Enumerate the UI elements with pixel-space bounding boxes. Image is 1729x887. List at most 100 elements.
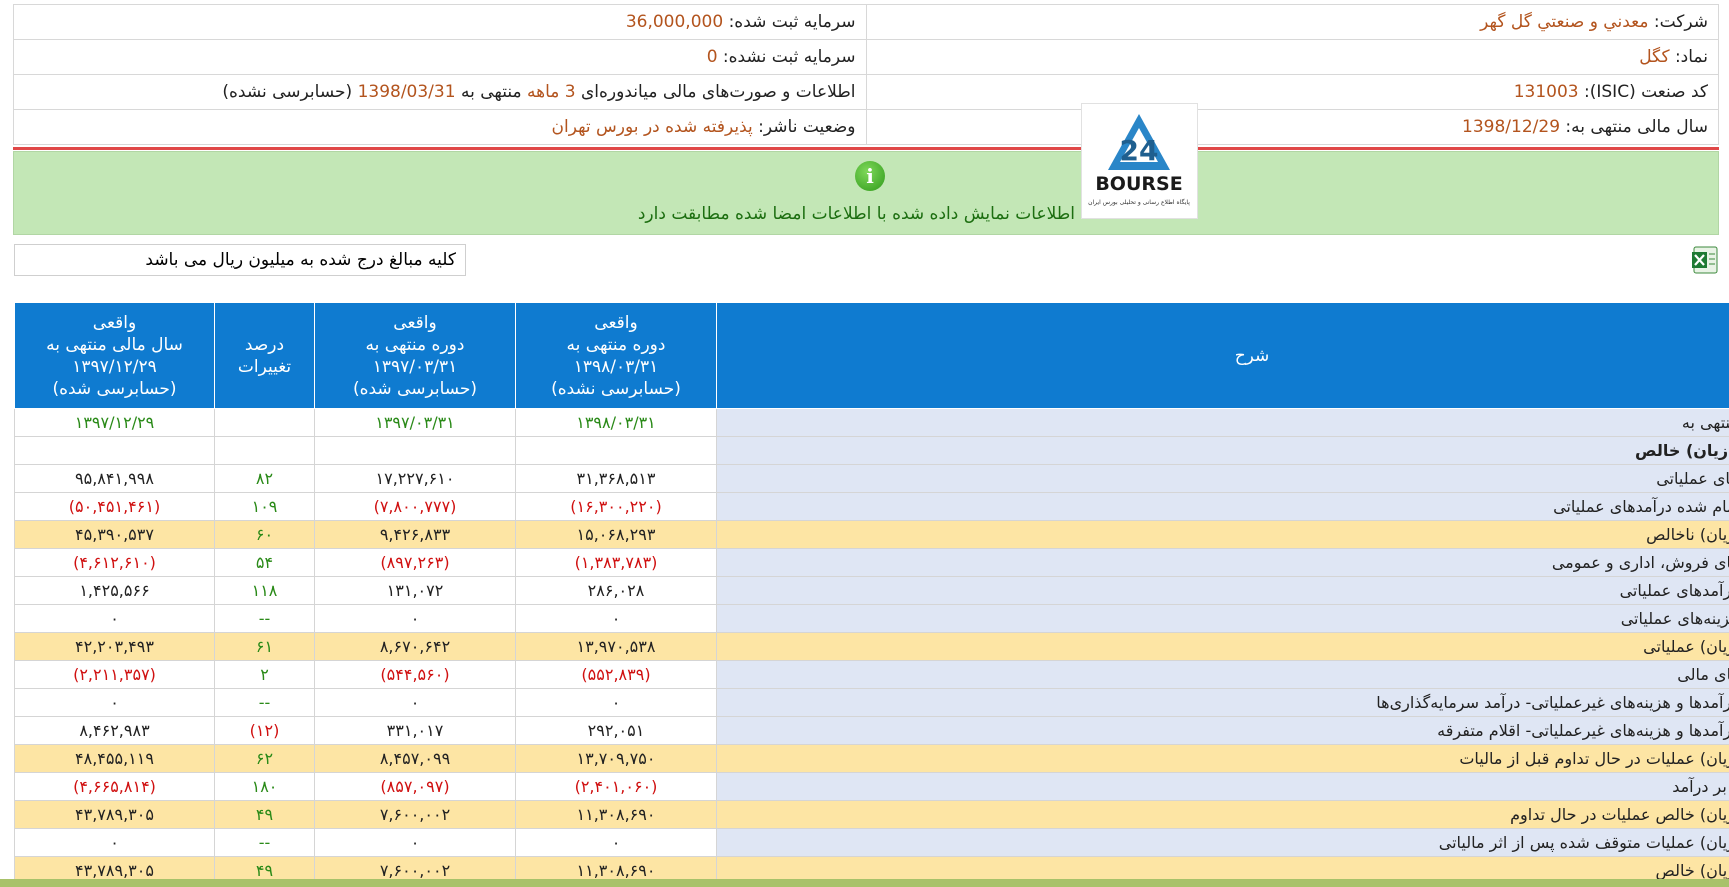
bourse-logo: 24 BOURSE پایگاه اطلاع رسانی و تحلیلی بو… [1081,103,1198,219]
unregistered-capital-cell: سرمایه ثبت نشده: 0 [13,39,867,75]
change-percent-cell: ۲ [214,660,315,689]
report-status: (حسابرسی نشده) [222,82,353,102]
change-percent-cell: ۴۹ [214,800,315,829]
unregistered-capital-value: 0 [706,47,718,67]
header-period-1397: واقعی دوره منتهی به ۱۳۹۷/۰۳/۳۱ (حسابرسی شده… [314,302,516,409]
value-cell: (۲,۲۱۱,۳۵۷) [14,660,215,689]
value-cell: (۵۰,۴۵۱,۴۶۱) [14,492,215,521]
row-description: دوره منتهی به [716,408,1729,437]
value-cell: ۳۱,۳۶۸,۵۱۳ [515,464,717,493]
change-percent-cell [214,408,315,437]
row-description: هزینه‌های مالی [716,660,1729,689]
value-cell: (۱,۳۸۳,۷۸۳) [515,548,717,577]
table-row: سود (زیان) عملیات در حال تداوم قبل از ما… [14,744,1729,773]
change-percent-cell: -- [214,604,315,633]
header-change-percent: درصد تغییرات [214,302,315,409]
isic-cell: کد صنعت (ISIC): 131003 [865,74,1719,110]
row-description: هزینه‌های فروش، اداری و عمومی [716,548,1729,577]
table-row: سود (زیان) ناخالص۱۵,۰۶۸,۲۹۳۹,۴۲۶,۸۳۳۶۰۴۵… [14,520,1729,549]
publisher-status-cell: وضعیت ناشر: پذیرفته شده در بورس تهران [13,109,867,145]
table-row: سود (زیان) خالص [14,436,1729,465]
table-row: بهای تمام شده درآمدهای عملیاتی(۱۶,۳۰۰,۲۲… [14,492,1729,521]
row-description: سود (زیان) عملیاتی [716,632,1729,661]
value-cell: ۱۱,۳۰۸,۶۹۰ [515,800,717,829]
change-percent-cell: ۶۰ [214,520,315,549]
value-cell: ۰ [515,828,717,857]
value-cell: ۱۵,۰۶۸,۲۹۳ [515,520,717,549]
change-percent-cell: ۶۱ [214,632,315,661]
value-cell: ۱۳,۷۰۹,۷۵۰ [515,744,717,773]
table-row: درآمدهای عملیاتی۳۱,۳۶۸,۵۱۳۱۷,۲۲۷,۶۱۰۸۲۹۵… [14,464,1729,493]
table-row: هزینه‌های مالی(۵۵۲,۸۳۹)(۵۴۴,۵۶۰)۲(۲,۲۱۱,… [14,660,1729,689]
company-value: معدني و صنعتي گل گهر [1480,12,1649,32]
fiscal-year-label: سال مالی منتهی به: [1565,117,1708,137]
bottom-scroll-strip [0,879,1729,887]
row-description: مالیات بر درآمد [716,772,1729,801]
change-percent-cell: -- [214,828,315,857]
value-cell: (۵۴۴,۵۶۰) [314,660,516,689]
change-percent-cell: ۱۱۸ [214,576,315,605]
value-cell: ۰ [314,688,516,717]
company-info-table: شرکت: معدني و صنعتي گل گهر سرمایه ثبت شد… [13,4,1719,145]
value-cell: ۲۸۶,۰۲۸ [515,576,717,605]
value-cell: ۹۵,۸۴۱,۹۹۸ [14,464,215,493]
symbol-cell: نماد: کگل [865,39,1719,75]
value-cell: (۱۶,۳۰۰,۲۲۰) [515,492,717,521]
change-percent-cell: ۱۰۹ [214,492,315,521]
company-cell: شرکت: معدني و صنعتي گل گهر [865,4,1719,40]
value-cell: ۰ [314,828,516,857]
value-cell: (۴,۶۱۲,۶۱۰) [14,548,215,577]
value-cell: ۴۸,۴۵۵,۱۱۹ [14,744,215,773]
capital-cell: سرمایه ثبت شده: 36,000,000 [13,4,867,40]
value-cell: (۷,۸۰۰,۷۷۷) [314,492,516,521]
capital-value: 36,000,000 [625,12,724,32]
value-cell: ۱۳۹۷/۰۳/۳۱ [314,408,516,437]
report-cell: اطلاعات و صورت‌های مالی میاندوره‌ای 3 ما… [13,74,867,110]
value-cell: (۸۹۷,۲۶۳) [314,548,516,577]
table-row: سود (زیان) عملیاتی۱۳,۹۷۰,۵۳۸۸,۶۷۰,۶۴۲۶۱۴… [14,632,1729,661]
report-date: 1398/03/31 [357,82,456,102]
report-text-1: اطلاعات و صورت‌های مالی میاندوره‌ای [581,82,856,102]
value-cell: ۰ [14,688,215,717]
value-cell: ۱۳,۹۷۰,۵۳۸ [515,632,717,661]
divider-line [13,147,1719,150]
fiscal-year-value: 1398/12/29 [1462,117,1561,137]
table-row: سود (زیان) خالص عملیات در حال تداوم۱۱,۳۰… [14,800,1729,829]
verification-message: اطلاعات نمایش داده شده با اطلاعات امضا ش… [637,204,1075,224]
change-percent-cell [214,436,315,465]
excel-export-icon[interactable] [1691,245,1719,275]
table-header-row: شرح واقعی دوره منتهی به ۱۳۹۸/۰۳/۳۱ (حسابرسی… [14,302,1729,409]
unregistered-capital-label: سرمایه ثبت نشده: [722,47,856,67]
report-period: 3 ماهه [526,82,576,102]
symbol-label: نماد: [1674,47,1708,67]
income-statement-table: شرح واقعی دوره منتهی به ۱۳۹۸/۰۳/۳۱ (حسابرسی… [14,302,1729,885]
value-cell: ۴۵,۳۹۰,۵۳۷ [14,520,215,549]
value-cell: ۱۳۹۷/۱۲/۲۹ [14,408,215,437]
logo-mark: 24 [1120,134,1159,167]
value-cell [515,436,717,465]
info-icon: i [855,161,885,191]
symbol-value[interactable]: کگل [1639,47,1670,67]
fiscal-year-cell: سال مالی منتهی به: 1398/12/29 [865,109,1719,145]
change-percent-cell: ۸۲ [214,464,315,493]
value-cell [314,436,516,465]
value-cell: (۴,۶۶۵,۸۱۴) [14,772,215,801]
table-row: سود (زیان) عملیات متوقف شده پس از اثر ما… [14,828,1729,857]
company-label: شرکت: [1653,12,1708,32]
publisher-status-value: پذیرفته شده در بورس تهران [551,117,753,137]
value-cell: ۹,۴۲۶,۸۳۳ [314,520,516,549]
value-cell: ۳۳۱,۰۱۷ [314,716,516,745]
value-cell: ۸,۴۵۷,۰۹۹ [314,744,516,773]
logo-caption: پایگاه اطلاع رسانی و تحلیلی بورس ایران [1088,198,1190,206]
value-cell: ۱۳۱,۰۷۲ [314,576,516,605]
value-cell: ۰ [314,604,516,633]
value-cell: ۸,۴۶۲,۹۸۳ [14,716,215,745]
